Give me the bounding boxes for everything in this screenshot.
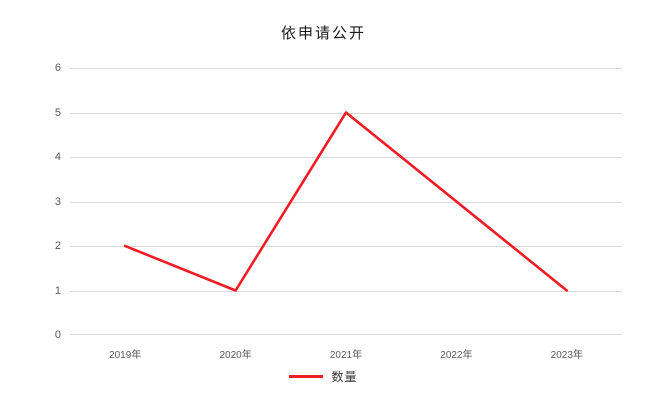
legend-label-shuliang: 数量 xyxy=(331,370,358,384)
x-axis-tick-label: 2023年 xyxy=(550,350,583,361)
series-line-layer xyxy=(123,111,569,292)
chart-legend: 数量 xyxy=(0,368,647,385)
y-axis-tick-label: 3 xyxy=(54,195,61,208)
series-line-数量 xyxy=(123,111,569,292)
y-axis-tick-label: 6 xyxy=(54,62,61,74)
gridline xyxy=(70,201,622,203)
y-axis-tick-label: 2 xyxy=(54,240,61,252)
y-axis-tick-label: 1 xyxy=(54,284,61,297)
gridline xyxy=(70,157,622,158)
x-axis-tick-label: 2019年 xyxy=(109,350,142,361)
legend-swatch-shuliang xyxy=(289,375,324,378)
chart-title: 依申请公开 xyxy=(280,26,366,42)
y-axis-tick-label: 0 xyxy=(54,329,61,341)
gridline xyxy=(70,68,622,69)
x-axis-tick-label: 2020年 xyxy=(219,350,252,361)
gridline xyxy=(70,290,622,292)
gridline xyxy=(70,246,622,247)
plot-area: 0 1 2 3 4 5 6 2019年 2020年 2021年 2022年 2023年 xyxy=(55,62,622,361)
x-axis-tick-label: 2022年 xyxy=(440,350,473,361)
y-axis-tick-label: 4 xyxy=(54,151,61,163)
x-axis-line xyxy=(70,334,622,335)
y-axis-tick-label: 5 xyxy=(54,106,61,119)
x-axis-tick-label: 2021年 xyxy=(329,350,363,361)
